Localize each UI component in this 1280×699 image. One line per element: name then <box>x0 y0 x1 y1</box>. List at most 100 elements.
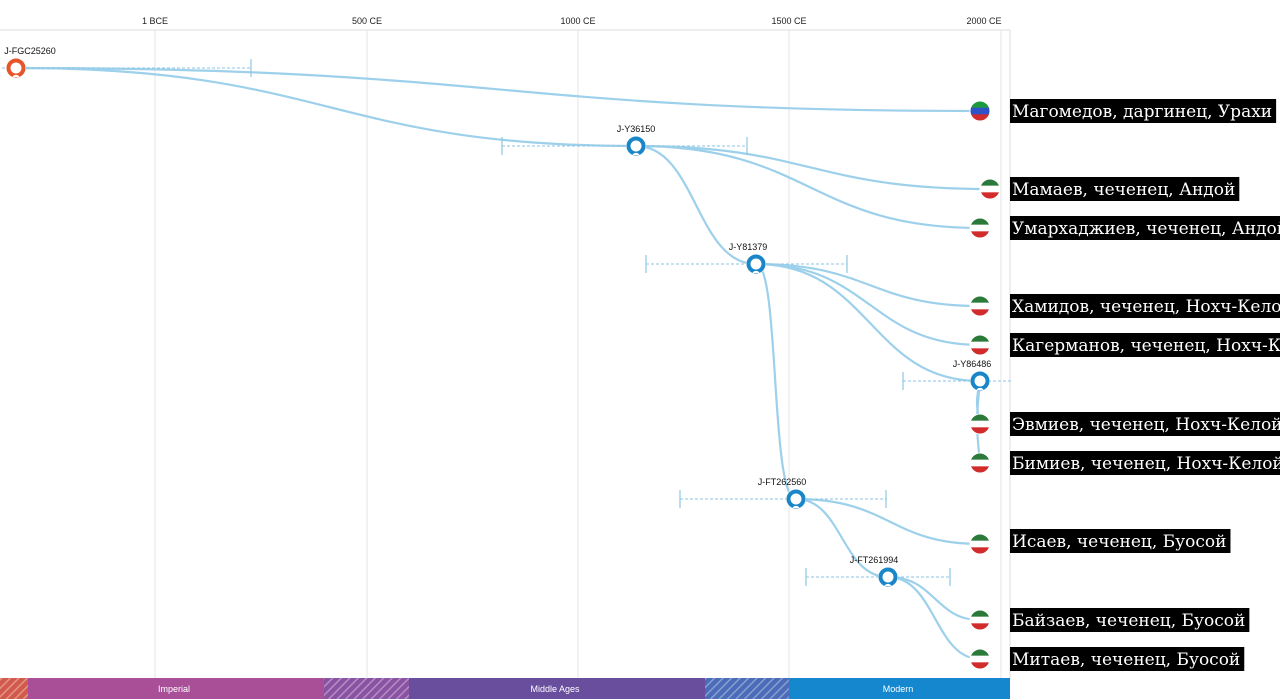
era-imperial <box>28 678 324 699</box>
flag-stripe <box>970 610 990 617</box>
node-label: J-Y86486 <box>953 359 992 369</box>
link-ft261994-baizaev <box>887 575 981 622</box>
flag-stripe <box>970 453 990 460</box>
confidence-intervals <box>2 59 1012 586</box>
flag-stripe <box>970 466 990 473</box>
node-ft261994[interactable]: J-FT261994 <box>850 555 899 587</box>
flag-ring <box>969 609 991 631</box>
flag-stripe <box>980 192 1000 199</box>
chechnya-flag-icon <box>969 609 991 631</box>
link-y81379-y86486 <box>755 262 981 383</box>
flag-stripe <box>970 547 990 554</box>
flag-stripe <box>970 231 990 238</box>
node-ft262560[interactable]: J-FT262560 <box>758 477 807 509</box>
flag-stripe <box>970 427 990 434</box>
link-y36150-y81379 <box>635 144 757 266</box>
sample-umarkhadzhiev[interactable]: Умархаджиев, чеченец, Андой <box>969 216 1280 240</box>
era-label-middle-ages: Middle Ages <box>530 684 580 694</box>
chechnya-flag-icon <box>979 178 1001 200</box>
sample-evmiev[interactable]: Эвмиев, чеченец, Нохч-Келой <box>969 412 1280 436</box>
sample-label-bg <box>1010 451 1280 475</box>
sample-label-bg <box>1010 647 1245 671</box>
node-label: J-FGC25260 <box>4 46 56 56</box>
era-hatch <box>0 678 28 699</box>
flag-ring <box>969 295 991 317</box>
sample-khamidov[interactable]: Хамидов, чеченец, Нохч-Келой <box>969 294 1280 318</box>
flag-stripe <box>970 218 990 225</box>
node-notch <box>884 583 892 586</box>
era-modern <box>789 678 1010 699</box>
chechnya-flag-icon <box>969 533 991 555</box>
sample-label: Магомедов, даргинец, Урахи <box>1012 102 1272 122</box>
link-y36150-umarkhadzhiev <box>635 144 981 230</box>
flag-ring <box>969 217 991 239</box>
person-icon <box>786 489 806 509</box>
era-label-modern: Modern <box>883 684 914 694</box>
axis-label-1500ce: 1500 CE <box>771 16 806 26</box>
axis-label-1bce: 1 BCE <box>142 16 168 26</box>
flag-stripe <box>970 224 990 232</box>
sample-label-bg <box>1010 99 1277 123</box>
chechnya-flag-icon <box>969 217 991 239</box>
flag-stripe <box>970 114 990 121</box>
chechnya-flag-icon <box>969 334 991 356</box>
node-notch <box>976 387 984 390</box>
node-y86486[interactable]: J-Y86486 <box>953 359 992 391</box>
person-icon <box>6 58 26 78</box>
sample-mitaev[interactable]: Митаев, чеченец, Буосой <box>969 647 1245 671</box>
link-ft261994-mitaev <box>887 575 981 661</box>
flag-stripe <box>970 296 990 303</box>
flag-ring <box>969 413 991 435</box>
node-label: J-Y36150 <box>617 124 656 134</box>
sample-label-bg <box>1010 608 1250 632</box>
sample-mamaev[interactable]: Мамаев, чеченец, Андой <box>979 177 1240 201</box>
node-notch <box>632 152 640 155</box>
era-hatch <box>324 678 409 699</box>
sample-label-bg <box>1010 294 1280 318</box>
link-fgc25260-magomedov <box>15 66 981 113</box>
link-y36150-mamaev <box>635 144 991 191</box>
flag-stripe <box>980 179 1000 186</box>
chechnya-flag-icon <box>969 413 991 435</box>
flag-stripe <box>970 309 990 316</box>
link-y81379-ft262560 <box>755 262 797 501</box>
sample-bimiev[interactable]: Бимиев, чеченец, Нохч-Келой <box>969 451 1280 475</box>
person-icon <box>626 136 646 156</box>
sample-baizaev[interactable]: Байзаев, чеченец, Буосой <box>969 608 1250 632</box>
node-fgc25260[interactable]: J-FGC25260 <box>4 46 56 78</box>
flag-stripe <box>970 649 990 656</box>
sample-label: Эвмиев, чеченец, Нохч-Келой <box>1012 415 1280 435</box>
node-y36150[interactable]: J-Y36150 <box>617 124 656 156</box>
link-y81379-kagermanov <box>755 262 981 347</box>
sample-kagermanov[interactable]: Кагерманов, чеченец, Нохч-Келой <box>969 333 1280 357</box>
flag-stripe <box>970 662 990 669</box>
sample-label: Байзаев, чеченец, Буосой <box>1012 611 1245 631</box>
link-ft262560-isaev <box>795 497 981 546</box>
sample-label: Митаев, чеченец, Буосой <box>1012 650 1240 670</box>
node-y81379[interactable]: J-Y81379 <box>729 242 768 274</box>
sample-isaev[interactable]: Исаев, чеченец, Буосой <box>969 529 1231 555</box>
link-ft262560-ft261994 <box>795 497 889 579</box>
sample-label: Исаев, чеченец, Буосой <box>1012 532 1226 552</box>
era-band: Imperial Middle Ages Modern <box>0 678 1010 699</box>
axis-label-500ce: 500 CE <box>352 16 382 26</box>
flag-stripe <box>970 534 990 541</box>
flag-stripe <box>970 420 990 428</box>
sample-label-bg <box>1010 216 1280 240</box>
era-hatch <box>705 678 789 699</box>
flag-ring <box>969 100 991 122</box>
flag-stripe <box>970 540 990 548</box>
flag-stripe <box>970 101 990 108</box>
era-middle-ages <box>409 678 705 699</box>
flag-stripe <box>970 341 990 349</box>
flag-stripe <box>970 302 990 310</box>
sample-magomedov[interactable]: Магомедов, даргинец, Урахи <box>969 99 1277 123</box>
flag-stripe <box>970 459 990 467</box>
flag-ring <box>979 178 1001 200</box>
timeline-header <box>0 0 1030 30</box>
link-fgc25260-y36150 <box>15 66 637 148</box>
chechnya-flag-icon <box>969 452 991 474</box>
chechnya-flag-icon <box>969 648 991 670</box>
person-icon <box>746 254 766 274</box>
node-label: J-FT262560 <box>758 477 807 487</box>
